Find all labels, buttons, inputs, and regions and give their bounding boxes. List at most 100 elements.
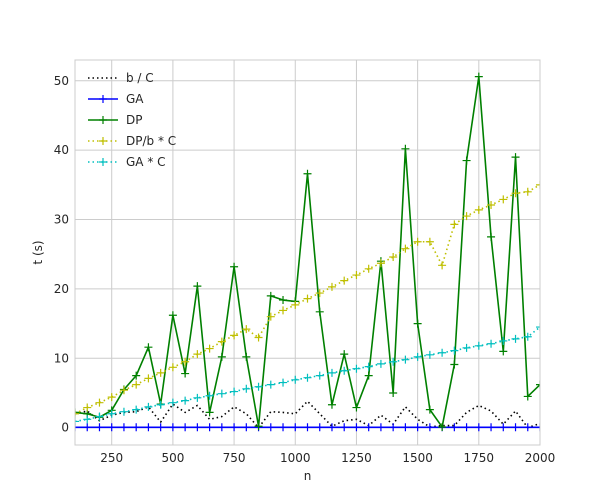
data-point — [242, 423, 251, 432]
data-point — [107, 393, 116, 402]
data-point — [413, 319, 422, 328]
data-point — [413, 352, 422, 361]
data-point — [499, 423, 508, 432]
data-point — [266, 291, 275, 300]
data-point — [413, 423, 422, 432]
data-point — [352, 364, 361, 373]
data-point — [75, 417, 79, 426]
y-tick-label: 40 — [54, 143, 69, 157]
data-point — [83, 415, 92, 424]
data-point — [487, 232, 496, 241]
data-point — [266, 312, 275, 321]
data-point — [462, 423, 471, 432]
plot-background — [75, 60, 540, 445]
data-point — [144, 423, 153, 432]
data-point — [450, 346, 459, 355]
data-point — [352, 271, 361, 280]
data-point — [327, 368, 336, 377]
data-point — [168, 311, 177, 320]
data-point — [279, 423, 288, 432]
data-point — [389, 253, 398, 262]
y-tick-label: 50 — [54, 74, 69, 88]
data-point — [389, 388, 398, 397]
data-point — [279, 306, 288, 315]
data-point — [425, 237, 434, 246]
data-point — [523, 423, 532, 432]
series-ga — [75, 423, 540, 432]
data-point — [230, 262, 239, 271]
data-point — [168, 423, 177, 432]
data-point — [389, 357, 398, 366]
data-point — [352, 423, 361, 432]
data-point — [95, 423, 104, 432]
data-point — [462, 343, 471, 352]
data-point — [523, 332, 532, 341]
data-point — [352, 403, 361, 412]
data-point — [315, 423, 324, 432]
data-point — [230, 387, 239, 396]
legend-item-dp-b-c: DP/b * C — [88, 134, 176, 148]
plot-frame — [74, 59, 541, 446]
data-point — [266, 423, 275, 432]
data-point — [132, 423, 141, 432]
legend-marker — [99, 116, 107, 124]
data-point — [242, 352, 251, 361]
x-tick-label: 1750 — [464, 451, 495, 465]
data-point — [376, 259, 385, 268]
data-point — [181, 396, 190, 405]
x-axis: 250 500 750 1000 1250 1500 1750 2000 — [100, 451, 555, 465]
x-axis-label: n — [304, 469, 312, 483]
data-point — [205, 344, 214, 353]
data-point — [413, 237, 422, 246]
data-point — [523, 392, 532, 401]
data-point — [144, 343, 153, 352]
legend-label: b / C — [126, 71, 154, 85]
data-point — [364, 423, 373, 432]
x-tick-label: 250 — [100, 451, 123, 465]
data-point — [376, 423, 385, 432]
data-point — [327, 423, 336, 432]
data-point — [487, 423, 496, 432]
data-point — [156, 368, 165, 377]
data-point — [401, 144, 410, 153]
data-point — [217, 337, 226, 346]
data-point — [327, 400, 336, 409]
data-point — [107, 423, 116, 432]
data-point — [425, 423, 434, 432]
data-point — [75, 408, 79, 417]
data-point — [217, 423, 226, 432]
data-point — [474, 72, 483, 81]
data-point — [340, 350, 349, 359]
y-tick-label: 30 — [54, 213, 69, 227]
data-point — [266, 380, 275, 389]
data-point — [376, 359, 385, 368]
data-point — [230, 331, 239, 340]
x-tick-label: 1000 — [280, 451, 311, 465]
series-dp-b-c — [75, 180, 540, 418]
data-point — [536, 380, 540, 389]
data-point — [511, 189, 520, 198]
data-point — [315, 289, 324, 298]
legend-item-b-c: b / C — [88, 71, 154, 85]
y-axis: 0 10 20 30 40 50 — [54, 74, 69, 435]
data-point — [144, 374, 153, 383]
data-point — [205, 423, 214, 432]
data-point — [242, 325, 251, 334]
data-point — [279, 296, 288, 305]
data-point — [254, 422, 263, 431]
data-point — [487, 339, 496, 348]
data-point — [499, 336, 508, 345]
data-point — [119, 386, 128, 395]
series-b-c — [75, 400, 540, 429]
data-point — [499, 347, 508, 356]
data-point — [487, 200, 496, 209]
x-tick-label: 1500 — [402, 451, 433, 465]
legend-marker — [99, 158, 107, 166]
data-point — [83, 423, 92, 432]
legend-item-dp: DP — [88, 113, 142, 127]
data-point — [536, 323, 540, 332]
legend-item-ga-c: GA * C — [88, 155, 166, 169]
data-point — [119, 423, 128, 432]
data-point — [119, 407, 128, 416]
